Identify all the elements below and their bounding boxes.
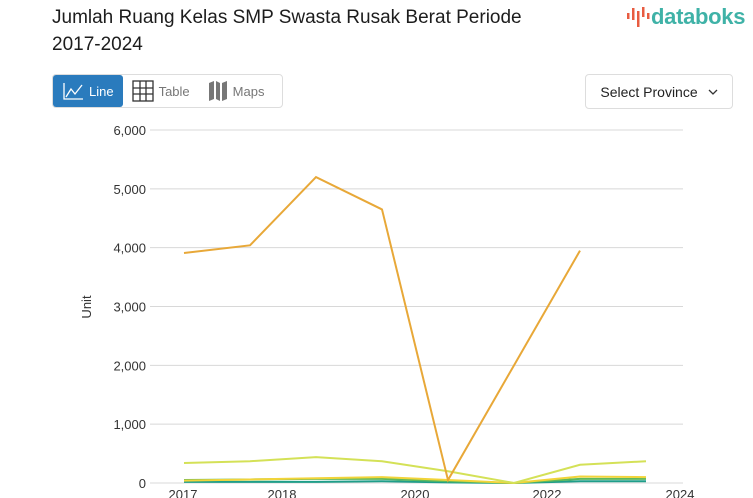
x-tick-label: 2017 [169,487,198,498]
y-tick-label: 1,000 [113,417,146,432]
series-line [183,175,581,483]
y-tick-label: 0 [139,476,146,491]
view-tabs: Line Table Maps [52,74,283,108]
y-tick-label: 4,000 [113,241,146,256]
series-line [184,480,646,485]
logo-text: databoks [651,4,746,29]
x-tick-label: 2020 [401,487,430,498]
y-axis-label: Unit [79,295,94,319]
series-line [183,477,646,485]
series-line [183,456,647,485]
line-chart-icon [63,83,83,100]
y-tick-label: 3,000 [113,300,146,315]
y-tick-label: 5,000 [113,182,146,197]
tab-label: Line [89,83,114,99]
x-tick-label: 2018 [268,487,297,498]
series-line [183,475,647,485]
logo-bars-icon [627,7,650,27]
x-tick-label: 2024 [666,487,695,498]
chevron-down-icon [708,89,718,95]
y-tick-label: 2,000 [113,358,146,373]
y-tick-label: 6,000 [113,123,146,138]
tab-table[interactable]: Table [123,75,199,107]
tab-line[interactable]: Line [53,75,123,107]
province-select[interactable]: Select Province [585,74,733,109]
tab-maps[interactable]: Maps [199,75,274,107]
databoks-logo: databoks [625,4,745,30]
chart-title: Jumlah Ruang Kelas SMP Swasta Rusak Bera… [52,7,522,55]
select-label: Select Province [600,83,698,100]
tab-label: Maps [232,83,265,99]
tab-label: Table [158,83,190,99]
x-tick-label: 2022 [533,487,562,498]
map-icon [208,81,227,101]
table-icon [131,80,154,102]
